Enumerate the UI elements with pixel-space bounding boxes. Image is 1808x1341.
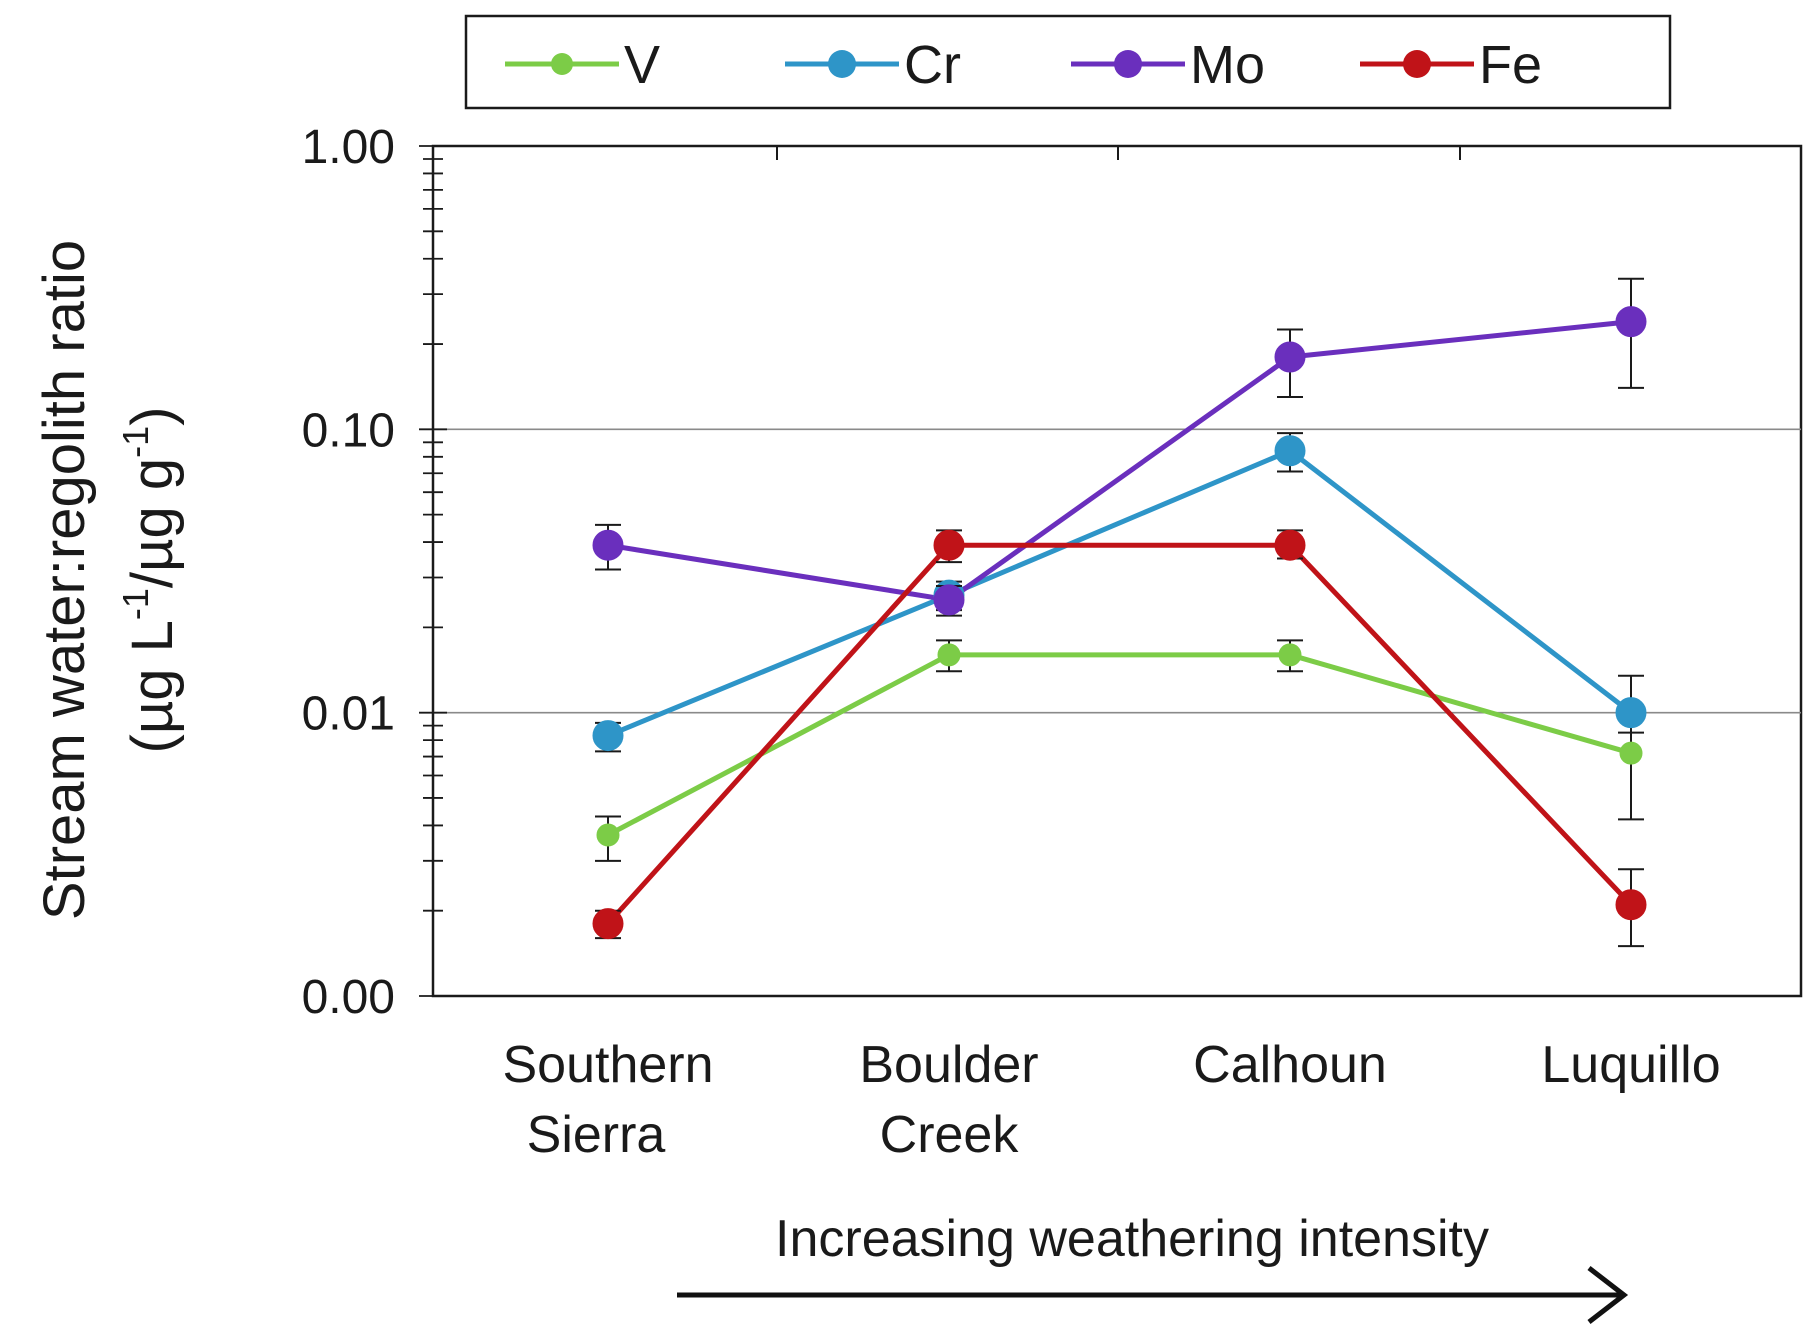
legend-marker-Mo (1114, 50, 1142, 78)
series-line-Mo (607, 319, 1632, 603)
data-point-Cr-2 (1274, 435, 1306, 467)
y-unit-part2: /µg g (120, 458, 185, 588)
weathering-arrow-head (1587, 1266, 1629, 1324)
series-Cr (607, 448, 1633, 738)
gridlines (433, 428, 1801, 714)
data-point-Fe-3 (1615, 889, 1647, 921)
data-point-V-2 (1278, 643, 1302, 667)
data-point-V-3 (1619, 741, 1643, 765)
y-axis-title: Stream water:regolith ratio (32, 240, 97, 920)
x-category-label-2-0: Calhoun (1193, 1036, 1387, 1094)
legend-item-V: V (505, 35, 660, 95)
data-point-Mo-3 (1615, 306, 1647, 338)
data-point-Fe-0 (592, 908, 624, 940)
series-marks-Mo (592, 277, 1647, 617)
series-V (606, 652, 1632, 838)
series-line-V (606, 652, 1632, 838)
y-unit-part1: (µg L (120, 620, 185, 753)
legend-label-Fe: Fe (1479, 35, 1542, 95)
series-line-Fe (606, 542, 1633, 926)
series-line-Cr (607, 448, 1633, 738)
y-unit-part3: ) (120, 407, 185, 426)
data-point-Cr-0 (592, 720, 624, 752)
weathering-annotation: Increasing weathering intensity (775, 1210, 1489, 1268)
y-tick-label-0: 1.00 (302, 121, 395, 174)
y-tick-label-2: 0.01 (302, 688, 395, 741)
y-tick-label-3: 0.00 (302, 971, 395, 1024)
y-axis-units: (µg L-1/µg g-1) (115, 407, 185, 754)
y-tick-label-1: 0.10 (302, 404, 395, 457)
data-point-V-0 (596, 823, 620, 847)
legend-marker-Fe (1403, 50, 1431, 78)
series-Mo (607, 319, 1632, 603)
data-point-Mo-0 (592, 529, 624, 561)
x-category-label-0-1: Sierra (527, 1106, 666, 1164)
legend-marker-V (551, 53, 573, 75)
y-axis: 1.00 0.10 0.01 0.00 (302, 121, 447, 1024)
x-category-label-3-0: Luquillo (1541, 1036, 1720, 1094)
legend-item-Mo: Mo (1071, 35, 1265, 95)
data-point-Mo-1 (933, 584, 965, 616)
x-axis: Southern Sierra Boulder Creek Calhoun Luquill… (502, 146, 1721, 1164)
data-point-Cr-3 (1615, 697, 1647, 729)
legend-item-Fe: Fe (1360, 35, 1542, 95)
data-point-Mo-2 (1274, 341, 1306, 373)
legend: V Cr Mo Fe (505, 35, 1542, 95)
legend-label-V: V (624, 35, 660, 95)
legend-label-Cr: Cr (904, 35, 961, 95)
series-Fe (606, 542, 1633, 926)
y-axis-title-line2: (µg L-1/µg g-1) (115, 407, 185, 754)
series-marks-Fe (592, 529, 1647, 948)
data-point-V-1 (937, 643, 961, 667)
x-category-label-1-0: Boulder (859, 1036, 1038, 1094)
y-unit-sup2: -1 (115, 426, 156, 458)
y-unit-sup1: -1 (115, 588, 156, 620)
y-axis-title-line1: Stream water:regolith ratio (32, 240, 97, 920)
legend-item-Cr: Cr (785, 35, 961, 95)
x-category-label-0-0: Southern (502, 1036, 713, 1094)
series-marks-V (595, 639, 1644, 862)
x-category-label-1-1: Creek (880, 1106, 1020, 1164)
legend-marker-Cr (828, 50, 856, 78)
series-layer (592, 277, 1647, 948)
legend-label-Mo: Mo (1190, 35, 1265, 95)
data-point-Fe-1 (933, 529, 965, 561)
data-point-Fe-2 (1274, 529, 1306, 561)
